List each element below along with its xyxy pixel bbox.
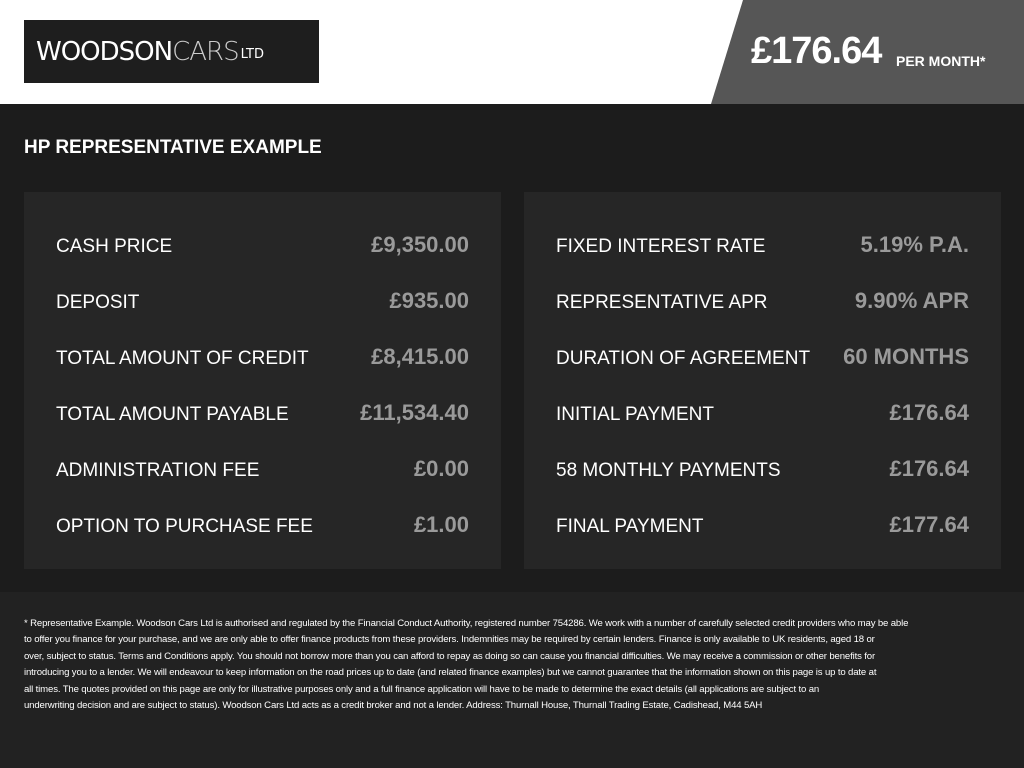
finance-row: CASH PRICE £9,350.00 [56, 220, 469, 276]
finance-row: TOTAL AMOUNT PAYABLE £11,534.40 [56, 388, 469, 444]
finance-row: FINAL PAYMENT £177.64 [556, 500, 969, 556]
finance-panel-right: FIXED INTEREST RATE 5.19% P.A. REPRESENTAT… [524, 192, 1001, 569]
woodson-cars-logo[interactable]: WOODSON CARS LTD [24, 20, 319, 83]
finance-row: FIXED INTEREST RATE 5.19% P.A. [556, 220, 969, 276]
finance-row: ADMINISTRATION FEE £0.00 [56, 444, 469, 500]
finance-label: DURATION OF AGREEMENT [556, 348, 811, 369]
disclaimer-line: underwriting decision and are subject to… [24, 700, 763, 712]
finance-label: OPTION TO PURCHASE FEE [56, 516, 313, 537]
finance-label: DEPOSIT [56, 292, 140, 313]
disclaimer: * Representative Example. Woodson Cars L… [0, 592, 1024, 768]
header: WOODSON CARS LTD £176.64 PER MONTH* [0, 0, 1024, 104]
disclaimer-line: over, subject to status. Terms and Condi… [24, 650, 876, 662]
finance-panel-left: CASH PRICE £9,350.00 DEPOSIT £935.00 TOTAL A… [24, 192, 501, 569]
finance-value: £176.64 [889, 400, 969, 425]
finance-row: INITIAL PAYMENT £176.64 [556, 388, 969, 444]
finance-value: 60 MONTHS [843, 344, 969, 369]
finance-value: £177.64 [889, 512, 969, 537]
finance-row: 58 MONTHLY PAYMENTS £176.64 [556, 444, 969, 500]
disclaimer-line: to offer you finance for your purchase, … [24, 634, 875, 646]
logo-text-bold: WOODSON [36, 36, 173, 67]
finance-label: ADMINISTRATION FEE [56, 460, 260, 481]
disclaimer-line: * Representative Example. Woodson Cars L… [24, 618, 909, 629]
finance-row: TOTAL AMOUNT OF CREDIT £8,415.00 [56, 332, 469, 388]
finance-label: REPRESENTATIVE APR [556, 292, 768, 313]
finance-row: OPTION TO PURCHASE FEE £1.00 [56, 500, 469, 556]
finance-value: £176.64 [889, 456, 969, 481]
finance-value: £0.00 [413, 456, 469, 481]
finance-value: £9,350.00 [371, 232, 469, 257]
finance-label: FIXED INTEREST RATE [556, 236, 766, 257]
finance-label: CASH PRICE [56, 236, 173, 257]
finance-label: INITIAL PAYMENT [556, 404, 715, 425]
finance-label: 58 MONTHLY PAYMENTS [556, 460, 781, 481]
finance-row: DEPOSIT £935.00 [56, 276, 469, 332]
logo-text-suffix: LTD [240, 47, 264, 62]
finance-label: FINAL PAYMENT [556, 516, 704, 537]
finance-value: 5.19% P.A. [860, 232, 969, 257]
finance-value: 9.90% APR [854, 288, 969, 313]
finance-row: DURATION OF AGREEMENT 60 MONTHS [556, 332, 969, 388]
finance-value: £935.00 [389, 288, 469, 313]
finance-label: TOTAL AMOUNT OF CREDIT [56, 348, 309, 369]
logo-text-light: CARS [172, 36, 240, 67]
disclaimer-line: introducing you to a lender. We will end… [24, 667, 877, 679]
monthly-price-box: £176.64 PER MONTH* [711, 0, 1024, 104]
finance-label: TOTAL AMOUNT PAYABLE [56, 404, 289, 425]
per-month-label: PER MONTH* [896, 53, 986, 69]
finance-value: £11,534.40 [360, 400, 469, 425]
finance-value: £8,415.00 [371, 344, 469, 369]
finance-value: £1.00 [413, 512, 469, 537]
finance-row: REPRESENTATIVE APR 9.90% APR [556, 276, 969, 332]
disclaimer-line: all times. The quotes provided on this p… [24, 683, 820, 695]
monthly-price: £176.64 [751, 30, 882, 72]
section-title: HP REPRESENTATIVE EXAMPLE [24, 137, 322, 158]
